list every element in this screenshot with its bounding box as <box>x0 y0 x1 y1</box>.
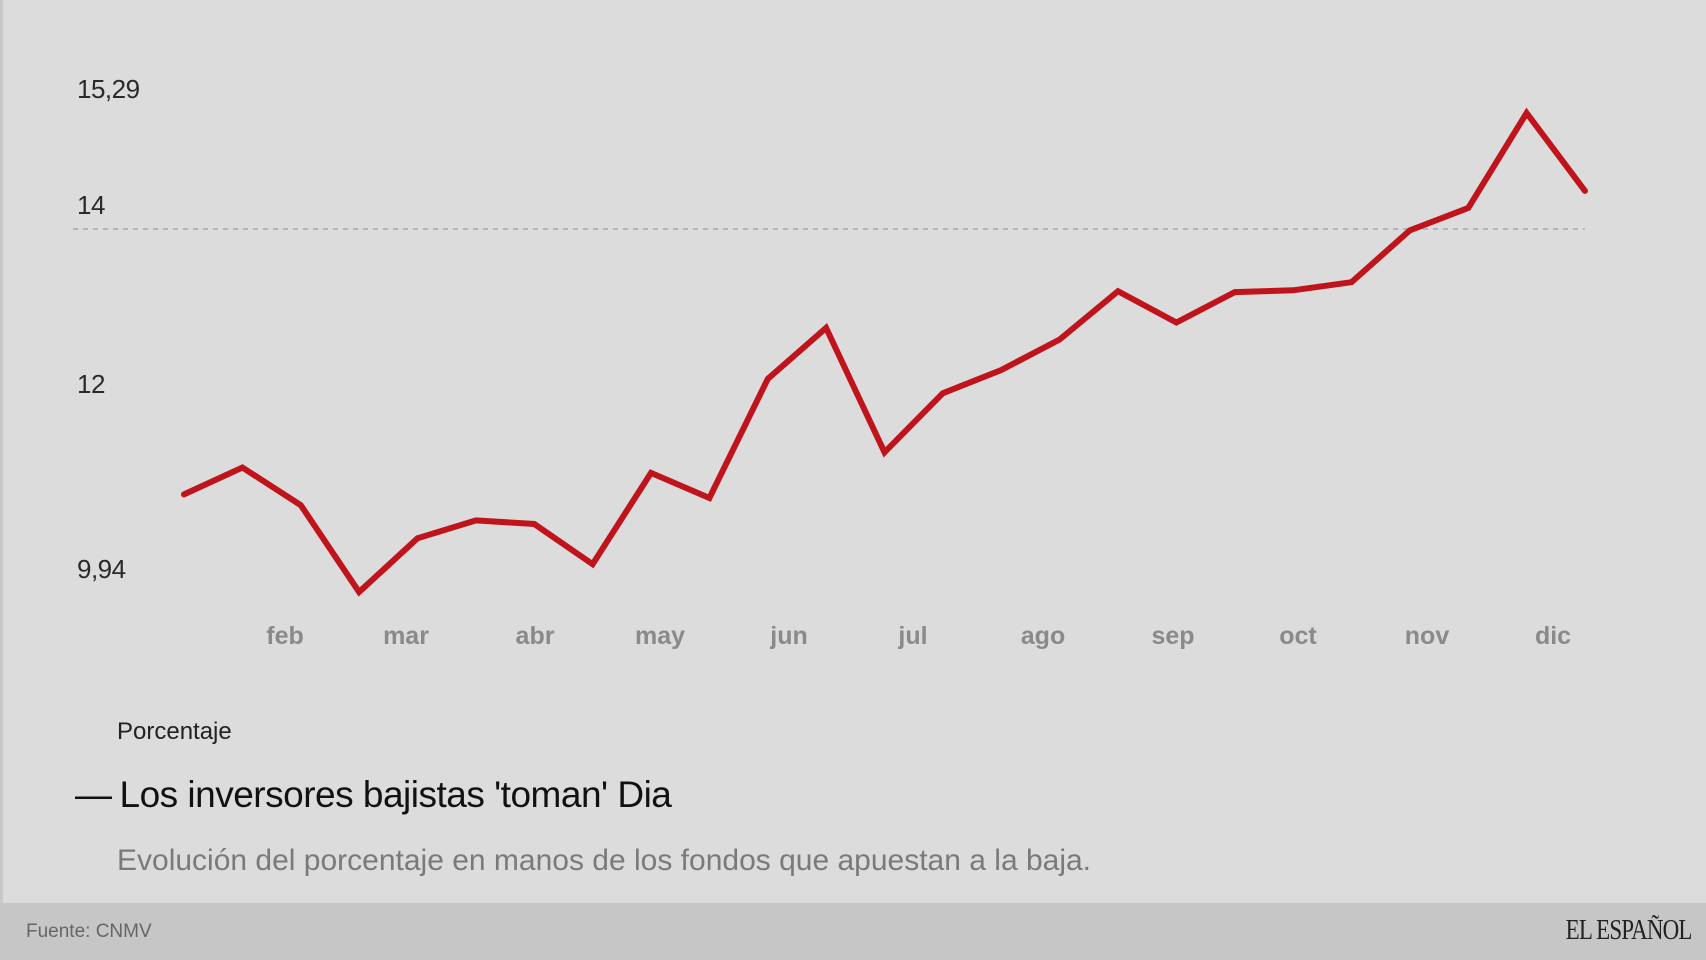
y-tick-label: 14 <box>77 190 105 220</box>
x-tick-label: jul <box>898 622 928 650</box>
x-tick-label: dic <box>1534 622 1572 650</box>
legend-dash-icon: — <box>75 774 112 815</box>
footer: Fuente: CNMV EL ESPAÑOL <box>0 903 1706 960</box>
brand-logo: EL ESPAÑOL <box>1566 915 1693 946</box>
source-label: Fuente: CNMV <box>26 921 152 942</box>
chart-title: — Los inversores bajistas 'toman' Dia <box>75 774 672 816</box>
x-tick-label: abr <box>515 622 555 650</box>
x-tick-label: may <box>634 622 686 650</box>
y-tick-label: 12 <box>77 369 105 399</box>
x-tick-label: ago <box>1020 622 1066 650</box>
chart-title-text: Los inversores bajistas 'toman' Dia <box>119 774 672 815</box>
x-tick-label: jun <box>770 622 808 650</box>
x-tick-label: feb <box>266 622 304 650</box>
chart-container: 15,29 14 12 9,94 feb mar abr may jun jul… <box>0 0 1588 903</box>
y-tick-label: 9,94 <box>77 554 126 584</box>
x-tick-label: oct <box>1279 622 1317 650</box>
x-tick-label: nov <box>1404 622 1450 650</box>
y-tick-label: 15,29 <box>77 74 140 104</box>
unit-label: Porcentaje <box>117 718 232 745</box>
line-plot <box>73 107 1588 597</box>
data-line <box>181 107 1588 597</box>
x-tick-label: mar <box>383 622 429 650</box>
chart-subtitle: Evolución del porcentaje en manos de los… <box>117 844 1092 877</box>
x-tick-label: sep <box>1151 622 1195 650</box>
